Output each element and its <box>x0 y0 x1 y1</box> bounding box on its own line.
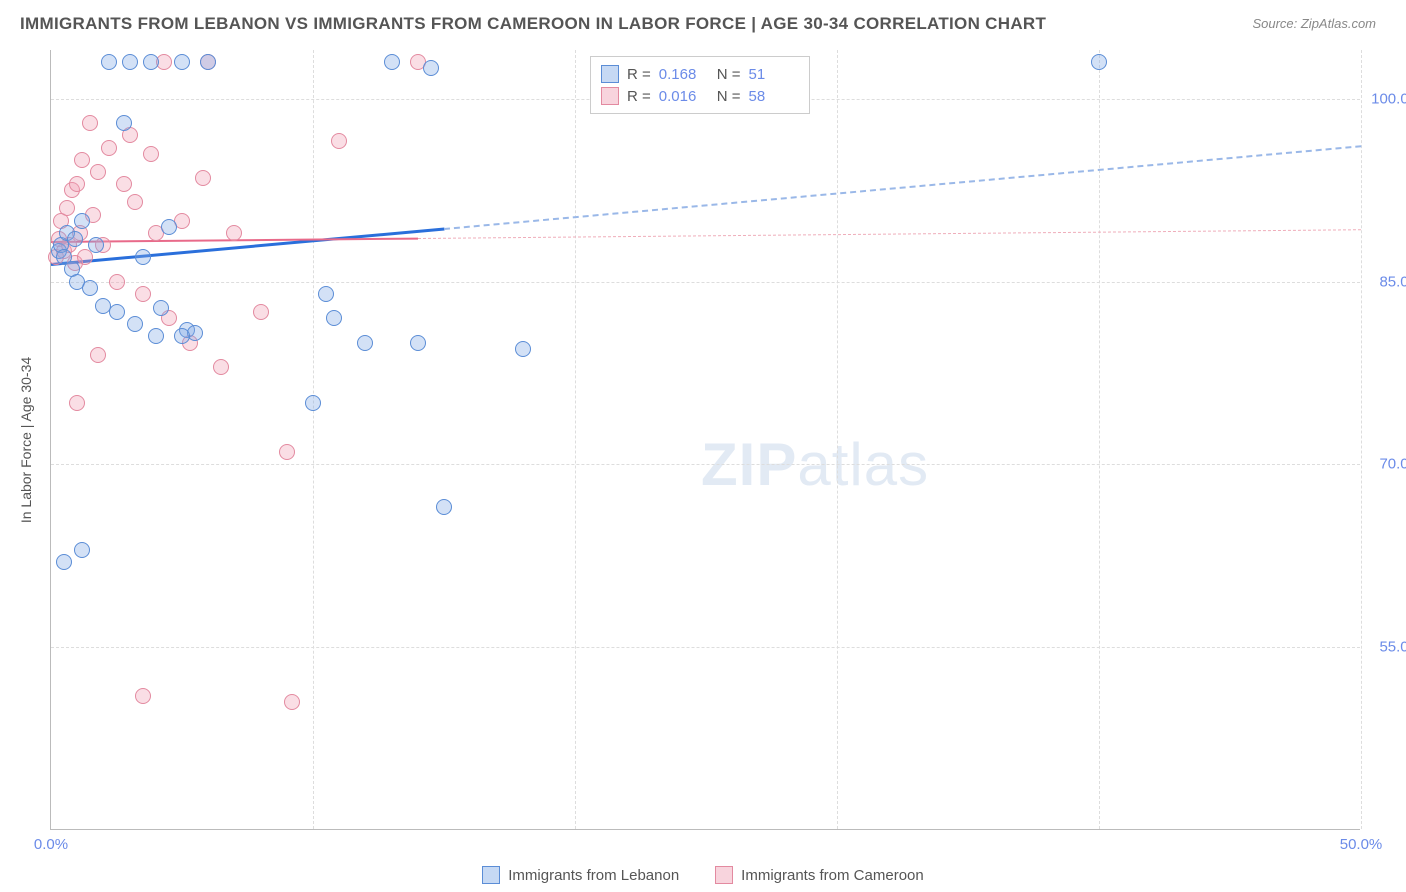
scatter-point <box>135 688 151 704</box>
scatter-point <box>318 286 334 302</box>
scatter-point <box>515 341 531 357</box>
scatter-point <box>74 152 90 168</box>
trend-line <box>444 145 1361 230</box>
y-axis-title: In Labor Force | Age 30-34 <box>18 357 34 523</box>
scatter-point <box>143 54 159 70</box>
scatter-point <box>56 554 72 570</box>
stats-r-label: R = <box>627 66 651 83</box>
bottom-legend: Immigrants from Lebanon Immigrants from … <box>0 866 1406 884</box>
scatter-point <box>174 54 190 70</box>
gridline-v <box>1361 50 1362 829</box>
scatter-point <box>1091 54 1107 70</box>
scatter-point <box>331 133 347 149</box>
legend-label-lebanon: Immigrants from Lebanon <box>508 867 679 884</box>
gridline-v <box>575 50 576 829</box>
scatter-point <box>59 200 75 216</box>
scatter-point <box>253 304 269 320</box>
y-tick-label: 55.0% <box>1379 639 1406 656</box>
stats-n-label: N = <box>717 88 741 105</box>
gridline-v <box>1099 50 1100 829</box>
scatter-point <box>423 60 439 76</box>
y-tick-label: 85.0% <box>1379 273 1406 290</box>
legend-item-cameroon: Immigrants from Cameroon <box>715 866 924 884</box>
scatter-point <box>135 249 151 265</box>
scatter-point <box>436 499 452 515</box>
scatter-point <box>195 170 211 186</box>
scatter-point <box>109 304 125 320</box>
scatter-point <box>122 54 138 70</box>
scatter-point <box>174 328 190 344</box>
stats-r-label: R = <box>627 88 651 105</box>
scatter-point <box>326 310 342 326</box>
chart-title: IMMIGRANTS FROM LEBANON VS IMMIGRANTS FR… <box>20 14 1046 34</box>
scatter-point <box>90 164 106 180</box>
scatter-point <box>74 542 90 558</box>
scatter-point <box>357 335 373 351</box>
scatter-point <box>153 300 169 316</box>
scatter-point <box>410 335 426 351</box>
scatter-point <box>82 115 98 131</box>
scatter-point <box>116 115 132 131</box>
scatter-point <box>90 347 106 363</box>
y-tick-label: 100.0% <box>1371 90 1406 107</box>
stats-r-value-cameroon: 0.016 <box>659 88 709 105</box>
plot-area: ZIPatlas 55.0%70.0%85.0%100.0%0.0%50.0% <box>50 50 1360 830</box>
scatter-point <box>74 213 90 229</box>
stats-row-cameroon: R = 0.016 N = 58 <box>601 85 799 107</box>
x-tick-label: 50.0% <box>1340 836 1383 853</box>
legend-item-lebanon: Immigrants from Lebanon <box>482 866 679 884</box>
scatter-point <box>67 231 83 247</box>
swatch-pink-icon <box>715 866 733 884</box>
scatter-point <box>101 140 117 156</box>
scatter-point <box>161 219 177 235</box>
chart-container: IMMIGRANTS FROM LEBANON VS IMMIGRANTS FR… <box>0 0 1406 892</box>
gridline-h <box>51 282 1360 283</box>
scatter-point <box>82 280 98 296</box>
scatter-point <box>116 176 132 192</box>
scatter-point <box>200 54 216 70</box>
stats-n-value-lebanon: 51 <box>749 66 799 83</box>
scatter-point <box>109 274 125 290</box>
trend-line <box>418 229 1361 239</box>
scatter-point <box>143 146 159 162</box>
scatter-point <box>127 194 143 210</box>
gridline-h <box>51 647 1360 648</box>
scatter-point <box>127 316 143 332</box>
legend-label-cameroon: Immigrants from Cameroon <box>741 867 924 884</box>
swatch-pink-icon <box>601 87 619 105</box>
scatter-point <box>88 237 104 253</box>
scatter-point <box>384 54 400 70</box>
x-tick-label: 0.0% <box>34 836 68 853</box>
scatter-point <box>305 395 321 411</box>
y-tick-label: 70.0% <box>1379 456 1406 473</box>
scatter-point <box>279 444 295 460</box>
gridline-h <box>51 464 1360 465</box>
scatter-point <box>69 176 85 192</box>
scatter-point <box>135 286 151 302</box>
stats-r-value-lebanon: 0.168 <box>659 66 709 83</box>
scatter-point <box>69 395 85 411</box>
stats-n-value-cameroon: 58 <box>749 88 799 105</box>
stats-n-label: N = <box>717 66 741 83</box>
source-attribution: Source: ZipAtlas.com <box>1252 16 1376 31</box>
gridline-v <box>837 50 838 829</box>
stats-row-lebanon: R = 0.168 N = 51 <box>601 63 799 85</box>
stats-legend-box: R = 0.168 N = 51 R = 0.016 N = 58 <box>590 56 810 114</box>
scatter-point <box>101 54 117 70</box>
gridline-v <box>313 50 314 829</box>
swatch-blue-icon <box>601 65 619 83</box>
scatter-point <box>284 694 300 710</box>
scatter-point <box>213 359 229 375</box>
scatter-point <box>148 328 164 344</box>
scatter-point <box>226 225 242 241</box>
swatch-blue-icon <box>482 866 500 884</box>
